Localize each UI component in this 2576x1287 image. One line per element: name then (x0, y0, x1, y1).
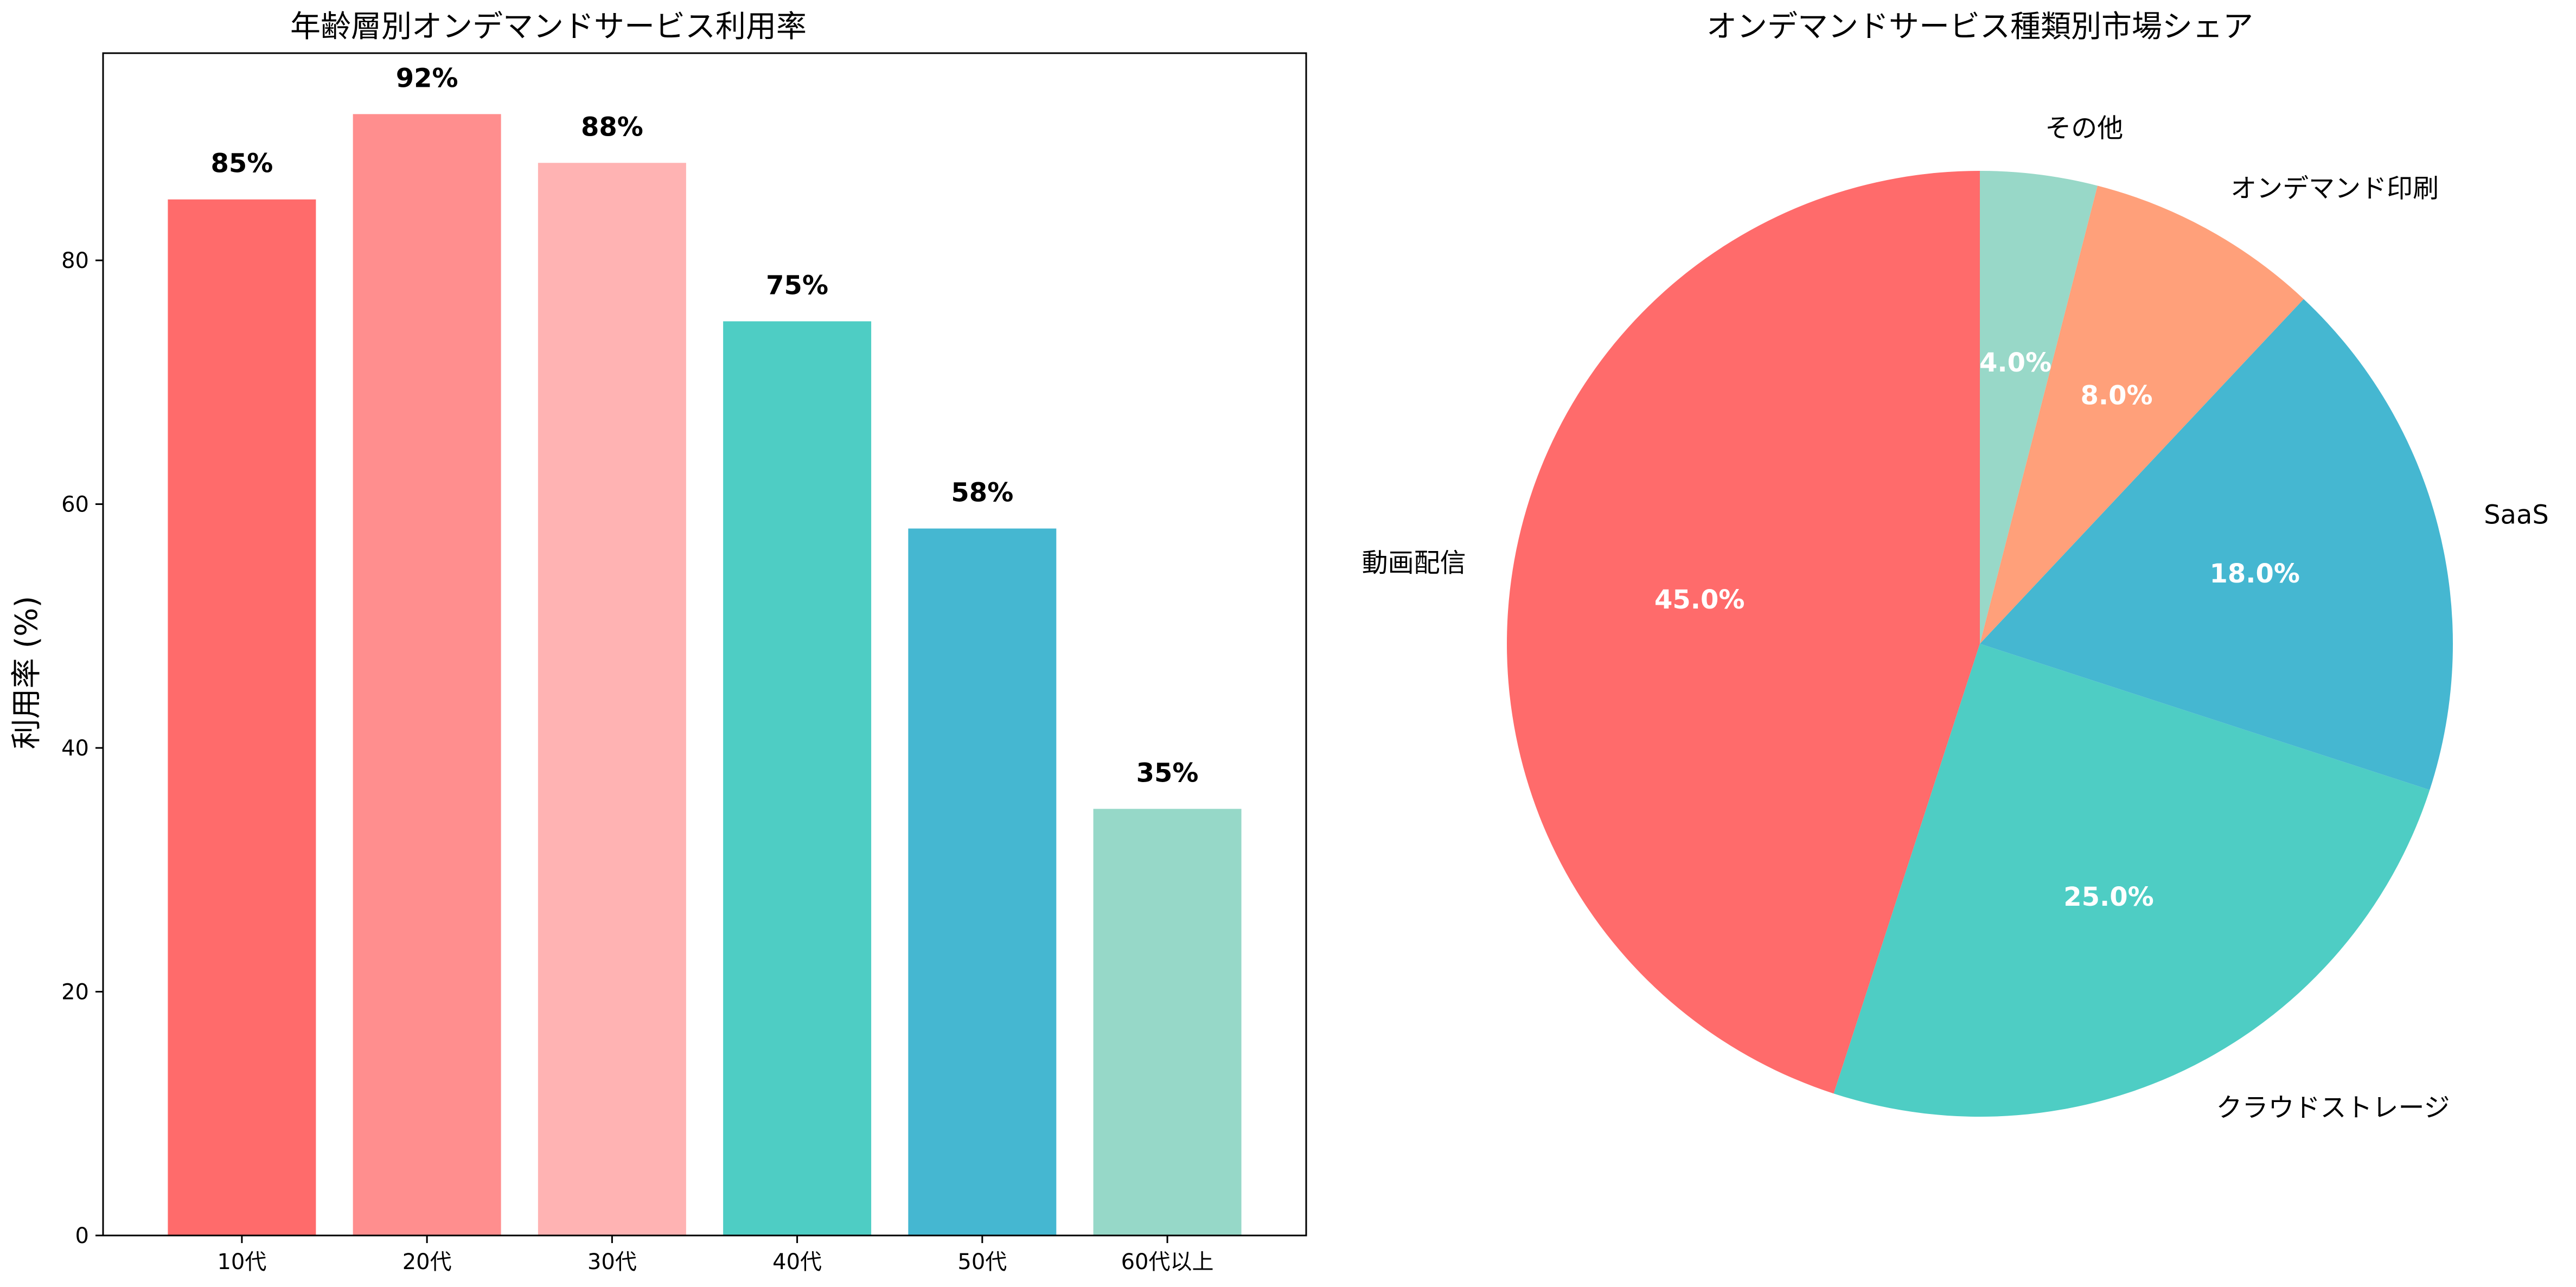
bar (168, 199, 316, 1236)
pie-chart-title: オンデマンドサービス種類別市場シェア (1706, 9, 2253, 44)
pie-slice-percent-label: 4.0% (1979, 348, 2051, 378)
x-tick-label: 20代 (402, 1250, 452, 1275)
bar-chart-x-axis: 10代 20代 30代 40代 50代 60代以上 (217, 1235, 1214, 1275)
x-tick-label: 10代 (217, 1250, 266, 1275)
pie-chart-labels: 45.0% 動画配信 25.0% クラウドストレージ 18.0% SaaS 8.0% オンデマ… (1362, 113, 2549, 1123)
pie-slice (1506, 171, 1980, 1094)
pie-slice (1980, 171, 2098, 644)
x-tick-label: 60代以上 (1121, 1250, 1214, 1275)
bar (723, 321, 872, 1235)
pie-chart: オンデマンドサービス種類別市場シェア 45.0% 動画配信 25.0% クラウドストレ… (1362, 9, 2549, 1123)
bar-chart-frame (102, 52, 1307, 1237)
bar-value-label: 92% (396, 63, 458, 93)
x-tick-label: 50代 (957, 1250, 1007, 1275)
x-tick-label: 30代 (587, 1250, 637, 1275)
pie-slice-label: その他 (2045, 113, 2123, 143)
bar-value-label: 58% (951, 477, 1013, 508)
bar-chart-y-axis: 0 20 40 60 80 (61, 248, 103, 1248)
y-tick-label: 60 (61, 492, 89, 517)
y-tick-label: 80 (61, 248, 89, 273)
y-tick-label: 40 (61, 736, 89, 761)
bar-chart-title: 年齢層別オンデマンドサービス利用率 (290, 9, 807, 44)
pie-slice-percent-label: 45.0% (1654, 585, 1745, 615)
pie-slice-label: オンデマンド印刷 (2230, 173, 2439, 203)
bar (538, 163, 686, 1235)
pie-slice-percent-label: 18.0% (2209, 559, 2300, 589)
y-tick-label: 20 (61, 980, 89, 1005)
pie-slice-percent-label: 8.0% (2080, 381, 2152, 411)
x-tick-label: 40代 (772, 1250, 822, 1275)
pie-slice (1980, 185, 2304, 644)
bar-value-label: 88% (581, 112, 643, 142)
pie-slice-label: SaaS (2484, 500, 2549, 530)
bar-chart: 年齢層別オンデマンドサービス利用率 利用率 (%) 0 20 40 60 80 10代 2… (9, 9, 1307, 1275)
pie-slice-label: クラウドストレージ (2216, 1093, 2450, 1123)
bar (1093, 809, 1242, 1235)
pie-slice (1833, 644, 2430, 1117)
bar-chart-y-axis-label: 利用率 (%) (9, 596, 44, 750)
pie-slice-percent-label: 25.0% (2063, 882, 2154, 912)
y-tick-label: 0 (75, 1224, 89, 1248)
bar-value-label: 75% (766, 270, 828, 300)
bar-value-label: 35% (1136, 758, 1199, 788)
bar (353, 114, 501, 1236)
bar-chart-bars: 85% 92% 88% 75% 58% 35% (168, 63, 1242, 1236)
pie-slice-label: 動画配信 (1362, 548, 1466, 578)
pie-slice (1980, 299, 2453, 790)
bar (908, 528, 1057, 1235)
pie-chart-slices (1506, 171, 2453, 1117)
bar-value-label: 85% (210, 149, 273, 179)
